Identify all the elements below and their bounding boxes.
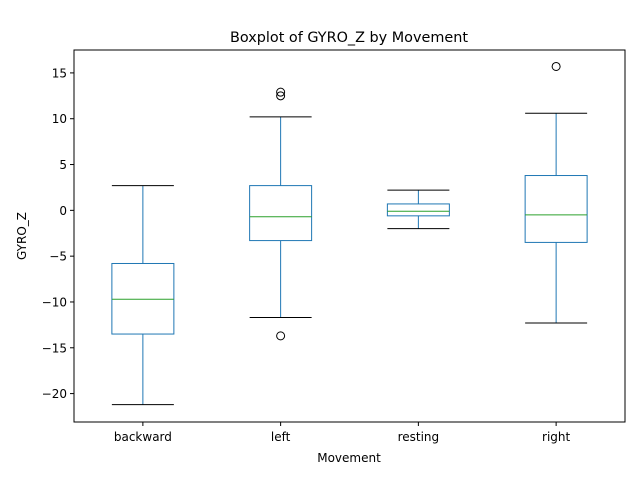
iqr-box — [386, 203, 450, 217]
y-tick-label: 10 — [52, 112, 67, 126]
y-tick-label: −15 — [42, 341, 67, 355]
outlier-point — [276, 91, 286, 101]
box-group-backward — [111, 185, 175, 406]
y-tick-label: −5 — [49, 250, 67, 264]
plot-area — [111, 61, 588, 406]
plot-frame — [73, 49, 626, 423]
box-group-left — [249, 87, 313, 341]
x-tick-label: right — [542, 430, 570, 444]
y-tick-label: −20 — [42, 387, 67, 401]
x-tick-label: left — [271, 430, 291, 444]
x-tick-label: backward — [114, 430, 172, 444]
y-tick-label: −10 — [42, 295, 67, 309]
iqr-box — [249, 185, 313, 242]
box-group-right — [524, 61, 588, 324]
x-axis-title: Movement — [317, 451, 381, 465]
x-axis: backward left resting right — [114, 422, 571, 444]
y-tick-label: 0 — [59, 204, 67, 218]
iqr-box — [524, 175, 588, 243]
outlier-point — [276, 331, 286, 341]
outlier-point — [551, 61, 561, 71]
y-axis-title: GYRO_Z — [15, 212, 29, 260]
chart-title: Boxplot of GYRO_Z by Movement — [230, 30, 468, 46]
y-tick-label: 15 — [52, 66, 67, 80]
y-axis: 15 10 5 0 −5 −10 −15 −20 — [42, 66, 74, 401]
x-tick-label: resting — [398, 430, 440, 444]
y-tick-label: 5 — [59, 158, 67, 172]
box-group-resting — [386, 189, 450, 230]
outlier-point — [276, 87, 286, 97]
